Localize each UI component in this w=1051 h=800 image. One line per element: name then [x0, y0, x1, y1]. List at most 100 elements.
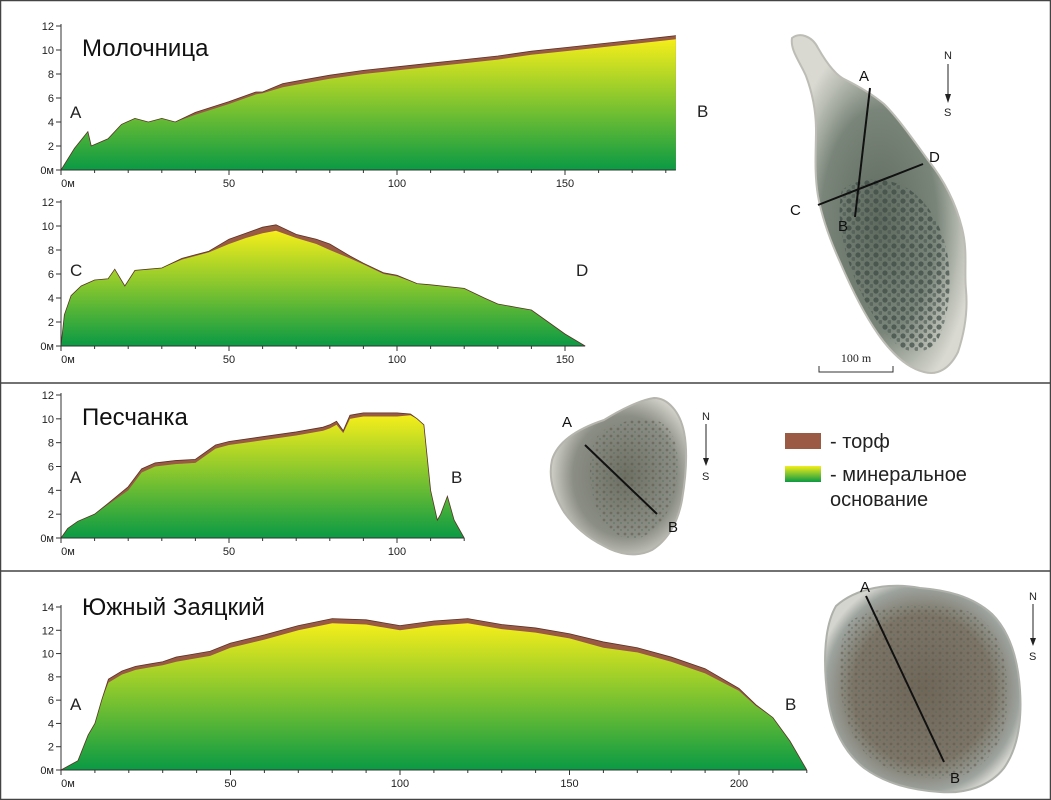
y-tick-label: 0м: [40, 533, 54, 545]
north-arrow-icon: N S: [1029, 591, 1037, 663]
svg-text:N: N: [1029, 591, 1037, 603]
transect-line-ab: [584, 444, 658, 515]
y-tick-label: 10: [42, 45, 54, 57]
legend: - торф - минеральное основание: [785, 431, 967, 511]
profile-chart-peschanka-ab: 0м 2 4 6 8 10 12 0м 50 100 Песчанка A B: [40, 390, 465, 558]
x-tick-label: 0м: [61, 546, 75, 558]
y-tick-label: 14: [42, 602, 54, 614]
y-tick-label: 8: [48, 438, 54, 450]
map-label: A: [562, 414, 572, 431]
svg-text:N: N: [944, 50, 952, 62]
y-tick-label: 10: [42, 649, 54, 661]
profile-chart-yuzhny-zayatsky-ab: 0м 2 4 6 8 10 12 14 0м 50 100 150 200 Южный Заяцкий A B: [40, 594, 808, 790]
map-label: B: [838, 218, 848, 235]
y-tick-label: 6: [48, 462, 54, 474]
y-tick-label: 10: [42, 414, 54, 426]
mineral-base-area: [61, 415, 465, 538]
map-label: B: [950, 770, 960, 787]
y-tick-label: 4: [48, 293, 54, 305]
map-label: A: [859, 68, 869, 85]
map-yuzhny-zayatsky: A B N S: [824, 579, 1037, 794]
x-tick-label: 100: [388, 546, 406, 558]
y-tick-label: 12: [42, 625, 54, 637]
y-tick-label: 6: [48, 93, 54, 105]
y-tick-label: 6: [48, 269, 54, 281]
transect-line-cd: [817, 163, 924, 206]
scale-bar-label: 100 m: [841, 351, 872, 365]
legend-label-peat: - торф: [830, 431, 890, 453]
transect-line-ab: [854, 87, 871, 218]
profile-start-label: A: [70, 103, 82, 122]
legend-label-mineral: - минеральное: [830, 464, 967, 486]
x-tick-label: 150: [560, 778, 578, 790]
profile-end-label: B: [451, 468, 462, 487]
north-arrow-icon: N S: [702, 411, 710, 483]
chart-title: Песчанка: [82, 404, 188, 431]
map-label: D: [929, 149, 940, 166]
y-tick-label: 4: [48, 485, 54, 497]
x-tick-label: 150: [556, 354, 574, 366]
x-tick-label: 100: [388, 178, 406, 190]
surface-profile-line: [60, 35, 676, 171]
y-tick-label: 4: [48, 117, 54, 129]
mineral-base-area: [61, 623, 807, 770]
surface-profile-line: [60, 224, 586, 347]
y-tick-label: 8: [48, 672, 54, 684]
profile-end-label: B: [697, 102, 708, 121]
scale-bar: 100 m: [818, 351, 894, 373]
map-label: A: [860, 579, 870, 596]
surface-profile-line: [60, 618, 808, 771]
chart-title: Южный Заяцкий: [82, 594, 265, 621]
y-tick-label: 12: [42, 21, 54, 33]
x-tick-label: 50: [224, 778, 236, 790]
y-tick-label: 4: [48, 718, 54, 730]
north-arrow-icon: N S: [944, 50, 952, 119]
mineral-base-area: [61, 230, 586, 346]
x-tick-label: 50: [223, 354, 235, 366]
profile-start-label: C: [70, 261, 82, 280]
x-tick-label: 200: [730, 778, 748, 790]
profile-chart-molochnitsa-cd: 0м 2 4 6 8 10 12 0м 50 100 150 C D: [40, 197, 588, 366]
legend-swatch-mineral: [785, 466, 821, 482]
map-label: B: [668, 519, 678, 536]
y-tick-label: 8: [48, 69, 54, 81]
legend-swatch-peat: [785, 433, 821, 449]
x-tick-label: 0м: [61, 178, 75, 190]
mineral-base-area: [61, 39, 676, 171]
y-tick-label: 6: [48, 695, 54, 707]
forest-texture: [839, 179, 950, 352]
svg-text:S: S: [1029, 651, 1036, 663]
y-tick-label: 12: [42, 197, 54, 209]
y-tick-label: 2: [48, 742, 54, 754]
x-tick-label: 100: [388, 354, 406, 366]
profile-chart-molochnitsa-ab: 0м 2 4 6 8 10 12 0м 50 100 150 Молочница A B: [40, 21, 708, 190]
map-peschanka: A B N S: [549, 396, 710, 556]
forest-texture: [840, 605, 1008, 779]
profile-end-label: D: [576, 261, 588, 280]
x-tick-label: 0м: [61, 354, 75, 366]
y-tick-label: 12: [42, 390, 54, 402]
profile-end-label: B: [785, 695, 796, 714]
surface-profile-line: [60, 412, 465, 539]
x-tick-label: 50: [223, 178, 235, 190]
x-tick-label: 150: [556, 178, 574, 190]
x-tick-label: 0м: [61, 778, 75, 790]
svg-text:S: S: [702, 471, 709, 483]
y-tick-label: 0м: [40, 341, 54, 353]
legend-label-mineral-2: основание: [830, 489, 928, 511]
x-tick-label: 50: [223, 546, 235, 558]
forest-texture: [590, 418, 678, 539]
transect-line-ab: [865, 595, 945, 763]
y-tick-label: 0м: [40, 765, 54, 777]
profile-start-label: A: [70, 695, 82, 714]
map-molochnitsa: A B C D N S 100 m: [790, 34, 968, 374]
y-tick-label: 2: [48, 509, 54, 521]
y-tick-label: 2: [48, 141, 54, 153]
y-tick-label: 0м: [40, 165, 54, 177]
y-tick-label: 10: [42, 221, 54, 233]
y-tick-label: 8: [48, 245, 54, 257]
map-label: C: [790, 202, 801, 219]
y-tick-label: 2: [48, 317, 54, 329]
profile-start-label: A: [70, 468, 82, 487]
